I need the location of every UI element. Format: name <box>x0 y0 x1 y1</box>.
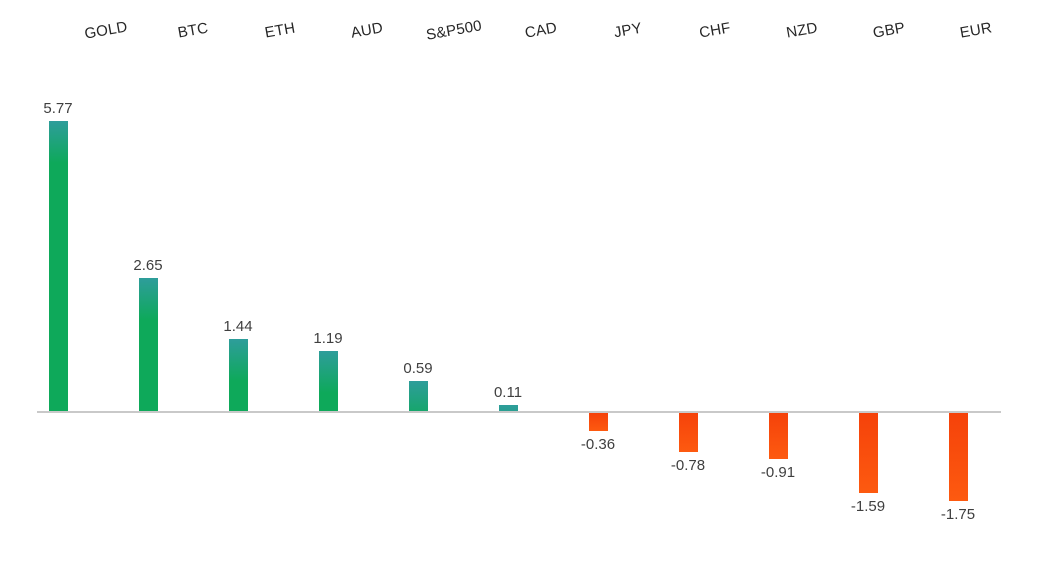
chart-slot-nzd: NZD -0.91 <box>733 0 823 579</box>
category-label-eur: EUR <box>958 19 994 42</box>
value-label-cad: 0.11 <box>493 384 523 401</box>
positive-bar-gold <box>48 121 68 411</box>
positive-bar-aud <box>318 351 338 411</box>
chart-slot-btc: BTC 2.65 <box>103 0 210 579</box>
negative-bar-eur <box>948 413 968 501</box>
positive-bar-eth <box>228 339 248 411</box>
negative-bar-chf <box>678 413 698 452</box>
chart-slot-jpy: JPY -0.36 <box>553 0 643 579</box>
chart-slot-sp500: S&P500 0.59 <box>373 0 483 579</box>
chart-slot-eth: ETH 1.44 <box>193 0 297 579</box>
category-label-jpy: JPY <box>612 19 644 42</box>
value-label-gbp: -1.59 <box>850 498 886 515</box>
positive-bar-cad <box>498 405 518 411</box>
chart-slot-gold: GOLD 5.77 <box>13 0 129 579</box>
value-label-aud: 1.19 <box>313 330 343 347</box>
chart-slot-gbp: GBP -1.59 <box>823 0 913 579</box>
chart-slot-chf: CHF -0.78 <box>643 0 733 579</box>
value-label-sp500: 0.59 <box>403 360 433 377</box>
value-label-jpy: -0.36 <box>580 436 616 453</box>
negative-bar-gbp <box>858 413 878 493</box>
value-label-btc: 2.65 <box>133 257 163 274</box>
negative-bar-jpy <box>588 413 608 431</box>
negative-bar-nzd <box>768 413 788 459</box>
category-label-gbp: GBP <box>871 19 907 42</box>
value-label-nzd: -0.91 <box>760 464 796 481</box>
category-label-nzd: NZD <box>785 19 819 42</box>
chart-slot-cad: CAD 0.11 <box>463 0 558 579</box>
value-label-eur: -1.75 <box>940 506 976 523</box>
zero-axis-line <box>37 411 1001 413</box>
plot-area: GOLD 5.77 BTC 2.65 ETH 1.44 AUD 1.19 S&P500 0.59 C… <box>13 0 1003 579</box>
chart-slot-eur: EUR -1.75 <box>913 0 1003 579</box>
value-label-eth: 1.44 <box>223 318 253 335</box>
value-label-gold: 5.77 <box>43 100 73 117</box>
positive-bar-btc <box>138 278 158 411</box>
chart-slot-aud: AUD 1.19 <box>283 0 384 579</box>
category-label-chf: CHF <box>698 19 732 42</box>
value-label-chf: -0.78 <box>670 457 706 474</box>
positive-bar-sp500 <box>408 381 428 411</box>
